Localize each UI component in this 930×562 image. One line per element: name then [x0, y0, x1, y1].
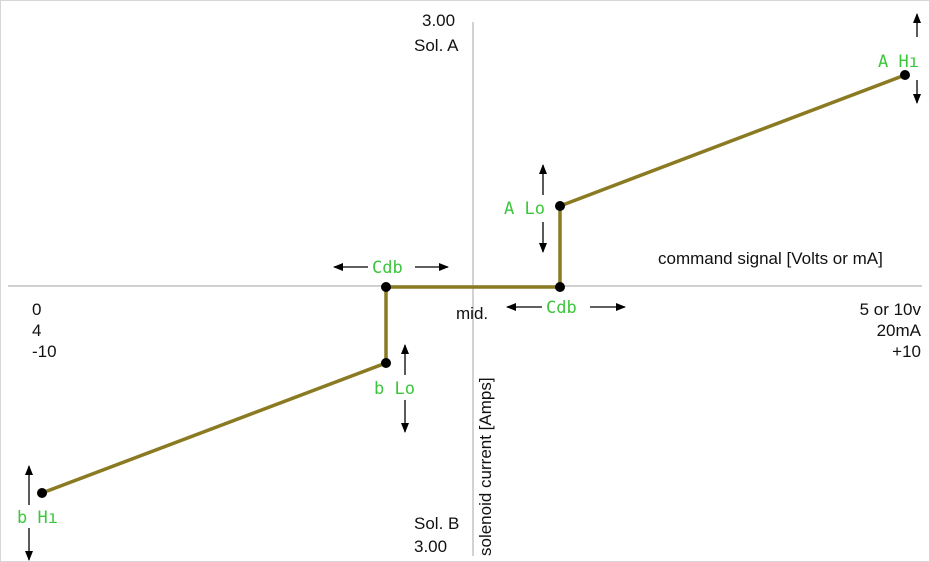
x-right-line-1: 5 or 10v — [860, 300, 922, 319]
x-right-line-2: 20mA — [877, 321, 922, 340]
y-axis-title: solenoid current [Amps] — [476, 377, 495, 556]
point-a-hi[interactable] — [900, 70, 910, 80]
x-axis-title: command signal [Volts or mA] — [658, 249, 883, 268]
label-b-lo: b Lo — [374, 379, 415, 399]
x-left-line-3: -10 — [32, 342, 57, 361]
label-a-lo: A Lo — [504, 199, 545, 219]
current-curve — [41, 73, 906, 495]
y-bottom-value: 3.00 — [414, 537, 447, 556]
adjust-arrows — [25, 13, 921, 561]
y-bottom-label: Sol. B — [414, 514, 459, 533]
point-b-lo[interactable] — [381, 358, 391, 368]
label-b-hi: b Hı — [17, 508, 58, 528]
point-b-hi[interactable] — [37, 488, 47, 498]
x-mid-label: mid. — [456, 304, 488, 323]
point-a-lo[interactable] — [555, 201, 565, 211]
y-top-label: Sol. A — [414, 36, 459, 55]
point-cdb-right[interactable] — [555, 282, 565, 292]
x-right-line-3: +10 — [892, 342, 921, 361]
x-left-line-2: 4 — [32, 321, 41, 340]
x-left-line-1: 0 — [32, 300, 41, 319]
point-cdb-left[interactable] — [381, 282, 391, 292]
label-cdb-left: Cdb — [372, 258, 403, 278]
label-cdb-right: Cdb — [546, 298, 577, 318]
y-top-value: 3.00 — [422, 11, 455, 30]
label-a-hi: A Hı — [878, 52, 919, 72]
